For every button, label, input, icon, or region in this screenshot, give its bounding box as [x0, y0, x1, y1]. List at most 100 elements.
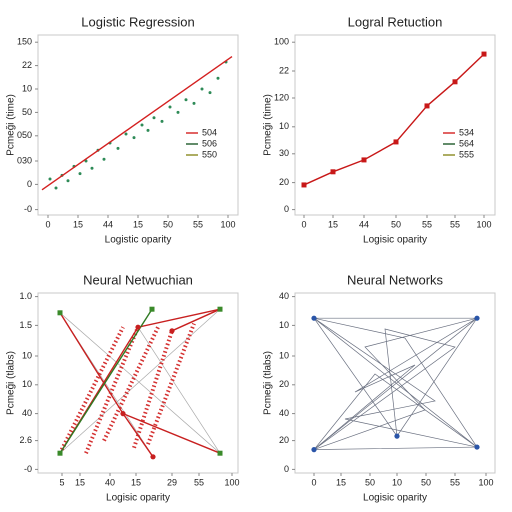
y-tick-label: 0: [284, 464, 289, 474]
point: [146, 128, 150, 132]
hatched-edge: [58, 326, 125, 455]
point: [48, 177, 52, 181]
point: [208, 91, 212, 95]
y-tick-label: 20: [279, 177, 289, 187]
x-tick-label: 15: [328, 219, 338, 229]
plot-frame: [294, 34, 496, 216]
point: [474, 444, 480, 450]
y-tick-label: 150: [17, 37, 32, 47]
panel: Logistic Regression Logistic oparity Pcmeğ…: [6, 14, 239, 246]
series-line: [137, 327, 221, 454]
plot-frame: [294, 292, 496, 474]
x-tick-label: 55: [422, 219, 432, 229]
y-tick-label: -0: [24, 464, 32, 474]
point: [150, 454, 156, 460]
series-line: [59, 308, 153, 454]
y-tick-label: 10: [279, 320, 289, 330]
hatched-edge: [84, 326, 140, 454]
panel: Logral Retuction Logisic oparity Pcmeği (t…: [263, 14, 496, 246]
x-tick-label: 55: [194, 477, 204, 487]
point: [78, 172, 82, 176]
point: [311, 447, 317, 453]
marker: [217, 450, 223, 456]
chart-title: Logral Retuction: [348, 14, 443, 29]
point: [152, 116, 156, 120]
x-tick-label: 50: [163, 219, 173, 229]
y-axis-label: Pcmeği (tlabs): [6, 351, 17, 415]
marker: [149, 306, 155, 312]
y-tick-label: 10: [22, 350, 32, 360]
y-tick-label: 22: [279, 65, 289, 75]
point: [192, 101, 196, 105]
x-axis-label: Logisic oparity: [363, 493, 427, 504]
series-line: [303, 53, 485, 186]
series-line: [313, 317, 478, 450]
y-tick-label: 20: [279, 379, 289, 389]
y-tick-label: 20: [279, 435, 289, 445]
x-tick-label: 55: [193, 219, 203, 229]
point: [66, 179, 70, 183]
y-tick-label: 0: [27, 179, 32, 189]
y-tick-label: 0: [284, 204, 289, 214]
x-tick-label: 15: [73, 219, 83, 229]
x-tick-label: 100: [224, 477, 239, 487]
x-axis-label: Logisic oparity: [363, 235, 427, 246]
hatched-edge: [132, 330, 174, 449]
y-tick-label: 40: [279, 408, 289, 418]
marker: [361, 157, 367, 163]
x-tick-label: 44: [103, 219, 113, 229]
legend-label: 504: [202, 127, 217, 137]
y-tick-label: 2.6: [19, 435, 32, 445]
point: [132, 136, 136, 140]
y-tick-label: 100: [274, 37, 289, 47]
y-axis-label: Pcmeği (time): [263, 94, 274, 156]
y-tick-label: 30: [279, 148, 289, 158]
marker: [424, 103, 430, 109]
point: [176, 110, 180, 114]
marker: [217, 306, 223, 312]
plot-frame: [37, 292, 239, 474]
y-tick-label: 10: [279, 121, 289, 131]
y-tick-label: 030: [17, 155, 32, 165]
x-axis-label: Logistic oparity: [105, 235, 172, 246]
marker: [452, 79, 458, 85]
series-line: [59, 312, 221, 454]
marker: [57, 450, 63, 456]
x-tick-label: 15: [133, 219, 143, 229]
x-tick-label: 40: [105, 477, 115, 487]
series-line: [122, 413, 154, 458]
series-line: [59, 308, 221, 454]
x-tick-label: 15: [336, 477, 346, 487]
point: [54, 186, 58, 190]
marker: [57, 310, 63, 316]
y-tick-label: 40: [22, 408, 32, 418]
y-tick-label: 50: [22, 107, 32, 117]
x-tick-label: 50: [421, 477, 431, 487]
point: [140, 123, 144, 127]
point: [124, 132, 128, 136]
marker: [481, 51, 487, 57]
chart-title: Neural Netwuchian: [83, 272, 193, 287]
y-tick-label: 22: [22, 60, 32, 70]
y-axis-label: Pcmeği (time): [6, 94, 17, 156]
marker: [393, 139, 399, 145]
chart-title: Neural Networks: [347, 272, 444, 287]
x-tick-label: 55: [450, 477, 460, 487]
point: [184, 98, 188, 102]
x-tick-label: 15: [131, 477, 141, 487]
legend-label: 534: [459, 127, 474, 137]
x-tick-label: 50: [391, 219, 401, 229]
y-tick-label: 120: [274, 92, 289, 102]
y-tick-label: 1.0: [19, 291, 32, 301]
series-line: [171, 308, 221, 332]
series-line: [313, 328, 456, 450]
point: [216, 76, 220, 80]
legend-label: 550: [202, 149, 217, 159]
series-line: [313, 317, 478, 450]
x-tick-label: 0: [311, 477, 316, 487]
y-tick-label: 10: [22, 379, 32, 389]
y-axis-label: Pcmeği (tlabs): [263, 351, 274, 415]
point: [102, 157, 106, 161]
x-tick-label: 55: [450, 219, 460, 229]
